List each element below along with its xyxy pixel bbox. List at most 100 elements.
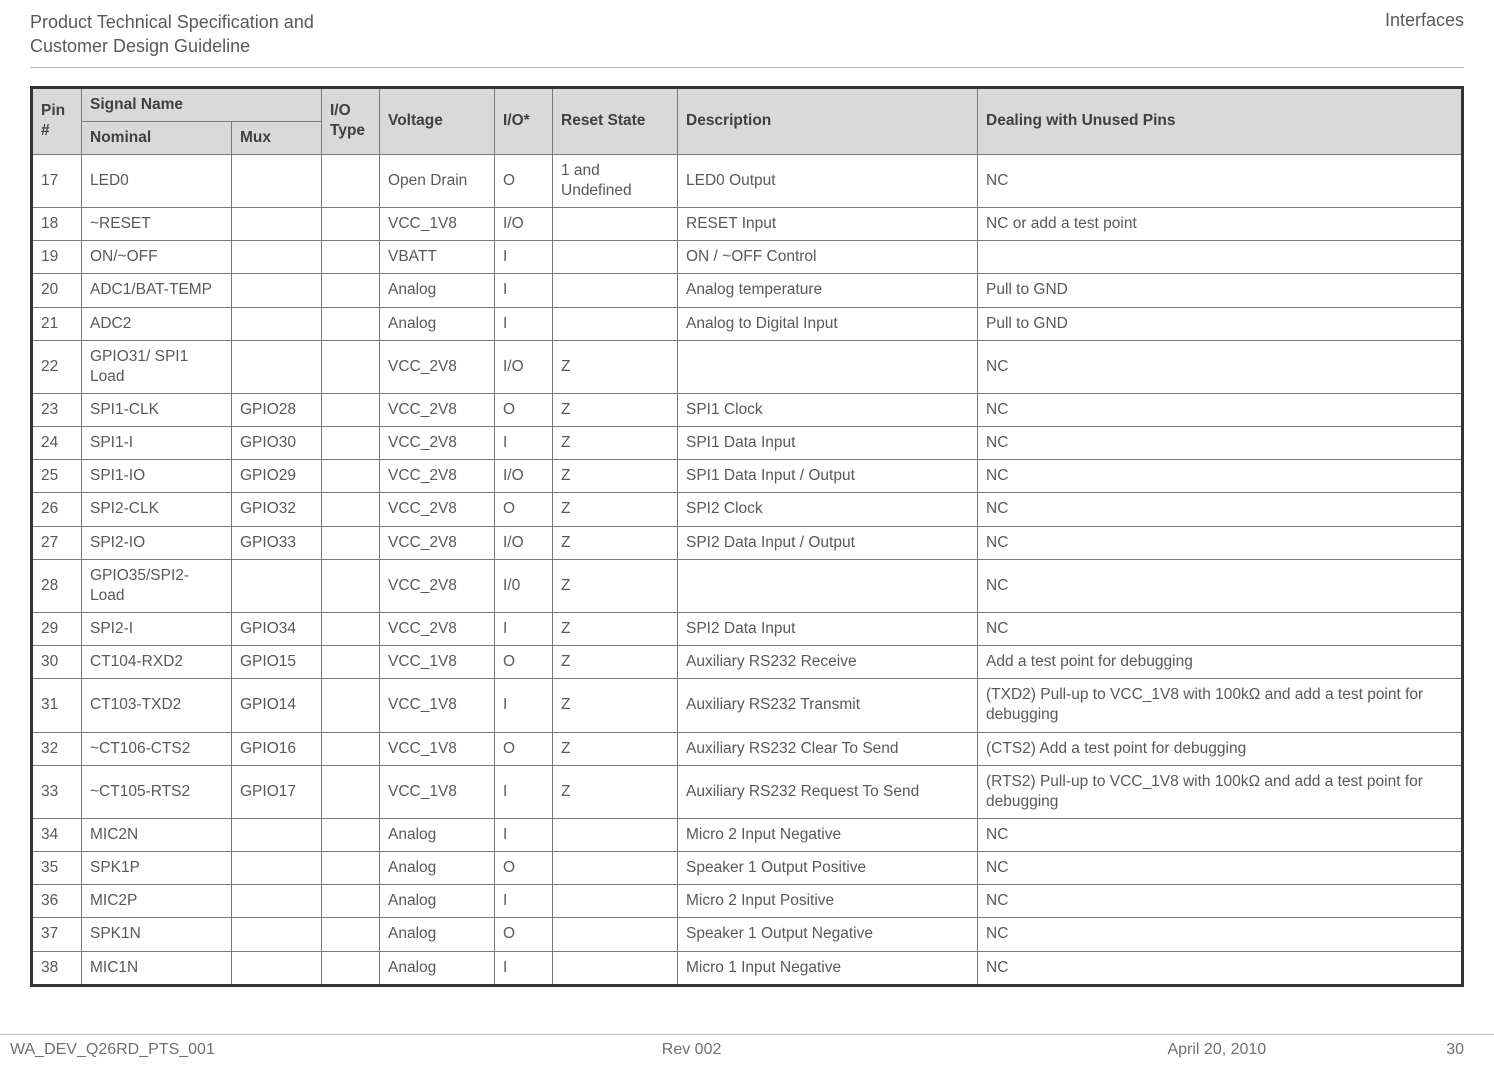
cell-mux: GPIO34	[232, 612, 322, 645]
cell-io: I	[495, 818, 553, 851]
cell-reset	[553, 852, 678, 885]
table-row: 21ADC2AnalogIAnalog to Digital InputPull…	[32, 307, 1463, 340]
table-row: 26SPI2-CLKGPIO32VCC_2V8OZSPI2 ClockNC	[32, 493, 1463, 526]
cell-description: Analog to Digital Input	[678, 307, 978, 340]
cell-mux	[232, 208, 322, 241]
cell-reset: Z	[553, 559, 678, 612]
cell-mux: GPIO29	[232, 460, 322, 493]
cell-reset	[553, 951, 678, 985]
table-row: 24SPI1-IGPIO30VCC_2V8IZSPI1 Data InputNC	[32, 427, 1463, 460]
cell-voltage: Open Drain	[380, 154, 495, 207]
col-nominal: Nominal	[82, 121, 232, 154]
cell-nominal: ADC2	[82, 307, 232, 340]
cell-io-type	[322, 154, 380, 207]
cell-nominal: SPI2-IO	[82, 526, 232, 559]
col-mux: Mux	[232, 121, 322, 154]
cell-mux	[232, 307, 322, 340]
cell-nominal: ADC1/BAT-TEMP	[82, 274, 232, 307]
cell-io-type	[322, 679, 380, 732]
cell-reset: Z	[553, 765, 678, 818]
cell-voltage: VCC_2V8	[380, 394, 495, 427]
cell-reset	[553, 208, 678, 241]
cell-pin: 31	[32, 679, 82, 732]
cell-description: Analog temperature	[678, 274, 978, 307]
table-row: 34MIC2NAnalogIMicro 2 Input NegativeNC	[32, 818, 1463, 851]
cell-pin: 30	[32, 646, 82, 679]
cell-reset: Z	[553, 493, 678, 526]
cell-dealing: (TXD2) Pull-up to VCC_1V8 with 100kΩ and…	[978, 679, 1463, 732]
cell-pin: 37	[32, 918, 82, 951]
cell-description: Auxiliary RS232 Clear To Send	[678, 732, 978, 765]
cell-voltage: VCC_1V8	[380, 765, 495, 818]
cell-nominal: LED0	[82, 154, 232, 207]
pin-specification-table: Pin # Signal Name I/O Type Voltage I/O* …	[30, 86, 1464, 987]
col-voltage: Voltage	[380, 87, 495, 154]
cell-dealing: NC	[978, 394, 1463, 427]
cell-nominal: SPI2-I	[82, 612, 232, 645]
cell-dealing: NC or add a test point	[978, 208, 1463, 241]
cell-pin: 34	[32, 818, 82, 851]
cell-description: Speaker 1 Output Positive	[678, 852, 978, 885]
cell-io-type	[322, 951, 380, 985]
cell-io-type	[322, 765, 380, 818]
cell-io: I	[495, 274, 553, 307]
table-row: 20ADC1/BAT-TEMPAnalogIAnalog temperature…	[32, 274, 1463, 307]
cell-reset: Z	[553, 612, 678, 645]
cell-voltage: Analog	[380, 918, 495, 951]
table-row: 30CT104-RXD2GPIO15VCC_1V8OZAuxiliary RS2…	[32, 646, 1463, 679]
cell-io: I	[495, 885, 553, 918]
cell-pin: 29	[32, 612, 82, 645]
cell-pin: 18	[32, 208, 82, 241]
footer-doc-id: WA_DEV_Q26RD_PTS_001	[10, 1041, 464, 1059]
cell-mux: GPIO14	[232, 679, 322, 732]
cell-dealing: NC	[978, 340, 1463, 393]
cell-reset	[553, 241, 678, 274]
cell-io: I	[495, 307, 553, 340]
cell-description: SPI1 Data Input / Output	[678, 460, 978, 493]
cell-io-type	[322, 852, 380, 885]
cell-description	[678, 340, 978, 393]
table-row: 27SPI2-IOGPIO33VCC_2V8I/OZSPI2 Data Inpu…	[32, 526, 1463, 559]
cell-pin: 35	[32, 852, 82, 885]
cell-mux	[232, 241, 322, 274]
table-row: 37SPK1NAnalogOSpeaker 1 Output NegativeN…	[32, 918, 1463, 951]
col-reset: Reset State	[553, 87, 678, 154]
cell-dealing: NC	[978, 427, 1463, 460]
table-row: 35SPK1PAnalogOSpeaker 1 Output PositiveN…	[32, 852, 1463, 885]
cell-nominal: SPK1N	[82, 918, 232, 951]
cell-dealing: Add a test point for debugging	[978, 646, 1463, 679]
cell-io-type	[322, 732, 380, 765]
cell-io: I/0	[495, 559, 553, 612]
cell-voltage: Analog	[380, 818, 495, 851]
cell-voltage: Analog	[380, 885, 495, 918]
cell-mux: GPIO15	[232, 646, 322, 679]
cell-voltage: Analog	[380, 951, 495, 985]
table-row: 33~CT105-RTS2GPIO17VCC_1V8IZAuxiliary RS…	[32, 765, 1463, 818]
cell-description: SPI2 Clock	[678, 493, 978, 526]
cell-pin: 38	[32, 951, 82, 985]
footer-rev: Rev 002	[464, 1041, 918, 1059]
cell-nominal: MIC1N	[82, 951, 232, 985]
cell-voltage: VCC_2V8	[380, 559, 495, 612]
cell-reset: Z	[553, 526, 678, 559]
cell-io-type	[322, 208, 380, 241]
cell-io: O	[495, 154, 553, 207]
cell-nominal: MIC2N	[82, 818, 232, 851]
cell-description: Speaker 1 Output Negative	[678, 918, 978, 951]
table-row: 25SPI1-IOGPIO29VCC_2V8I/OZSPI1 Data Inpu…	[32, 460, 1463, 493]
cell-io: I	[495, 427, 553, 460]
cell-io: I	[495, 951, 553, 985]
table-row: 17LED0Open DrainO1 and UndefinedLED0 Out…	[32, 154, 1463, 207]
cell-nominal: ~RESET	[82, 208, 232, 241]
table-row: 28GPIO35/SPI2-LoadVCC_2V8I/0ZNC	[32, 559, 1463, 612]
cell-io-type	[322, 646, 380, 679]
header-divider	[30, 67, 1464, 68]
cell-description: SPI1 Data Input	[678, 427, 978, 460]
header-title-line1: Product Technical Specification and	[30, 12, 314, 32]
cell-nominal: MIC2P	[82, 885, 232, 918]
cell-dealing: NC	[978, 918, 1463, 951]
table-row: 36MIC2PAnalogIMicro 2 Input PositiveNC	[32, 885, 1463, 918]
page-footer: WA_DEV_Q26RD_PTS_001 Rev 002 April 20, 2…	[0, 1034, 1494, 1059]
cell-dealing: NC	[978, 460, 1463, 493]
cell-description: Micro 1 Input Negative	[678, 951, 978, 985]
